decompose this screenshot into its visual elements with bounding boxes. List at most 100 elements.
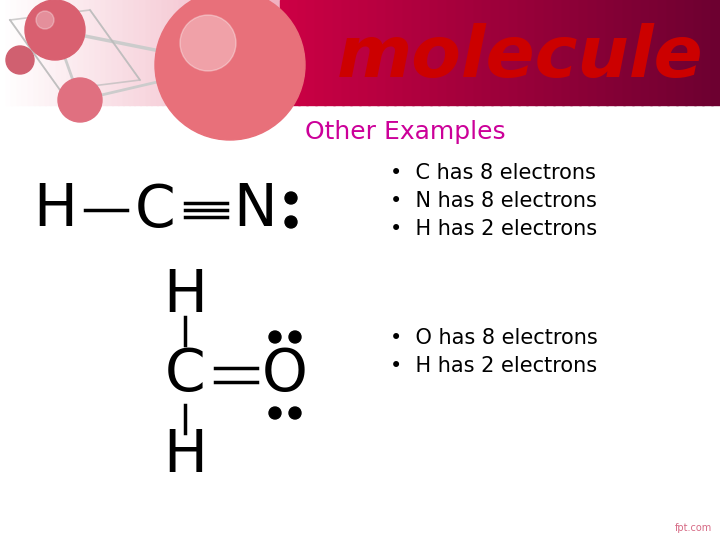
Bar xyxy=(190,0,197,105)
Bar xyxy=(112,0,119,105)
Bar xyxy=(269,0,276,105)
Bar xyxy=(179,0,186,105)
Bar xyxy=(641,0,652,105)
Bar xyxy=(168,0,174,105)
Circle shape xyxy=(25,0,85,60)
Bar xyxy=(107,0,113,105)
Circle shape xyxy=(58,78,102,122)
Bar xyxy=(12,0,18,105)
Bar xyxy=(274,0,281,105)
Text: C: C xyxy=(135,181,176,239)
Bar xyxy=(553,0,564,105)
Bar xyxy=(438,0,449,105)
Text: C: C xyxy=(165,347,205,403)
Bar xyxy=(658,0,669,105)
Bar xyxy=(368,0,379,105)
Bar xyxy=(45,0,51,105)
Bar xyxy=(135,0,141,105)
Bar xyxy=(264,0,270,105)
Bar xyxy=(676,0,687,105)
Bar xyxy=(614,0,625,105)
Bar xyxy=(218,0,225,105)
Bar xyxy=(73,0,79,105)
Text: •  O has 8 electrons: • O has 8 electrons xyxy=(390,328,598,348)
Bar xyxy=(649,0,660,105)
Text: •  C has 8 electrons: • C has 8 electrons xyxy=(390,163,596,183)
Bar xyxy=(140,0,147,105)
Bar xyxy=(597,0,608,105)
Bar xyxy=(78,0,85,105)
Bar xyxy=(711,0,720,105)
Bar xyxy=(420,0,431,105)
Circle shape xyxy=(155,0,305,140)
Bar xyxy=(500,0,510,105)
Bar xyxy=(518,0,528,105)
Bar xyxy=(509,0,520,105)
Bar xyxy=(6,0,12,105)
Text: •  N has 8 electrons: • N has 8 electrons xyxy=(390,191,597,211)
Bar xyxy=(447,0,458,105)
Bar xyxy=(207,0,214,105)
Bar xyxy=(22,0,29,105)
Bar xyxy=(395,0,405,105)
Text: •  H has 2 electrons: • H has 2 electrons xyxy=(390,219,597,239)
Circle shape xyxy=(180,15,236,71)
Bar xyxy=(297,0,308,105)
Bar xyxy=(123,0,130,105)
Bar xyxy=(430,0,441,105)
Bar xyxy=(289,0,300,105)
Bar xyxy=(95,0,102,105)
Text: •  H has 2 electrons: • H has 2 electrons xyxy=(390,356,597,376)
Bar xyxy=(56,0,63,105)
Bar xyxy=(526,0,537,105)
Bar xyxy=(307,0,318,105)
Text: H: H xyxy=(163,267,207,323)
Bar xyxy=(588,0,599,105)
Bar xyxy=(535,0,546,105)
Bar xyxy=(17,0,23,105)
Bar xyxy=(224,0,230,105)
Text: O: O xyxy=(262,347,308,403)
Bar xyxy=(185,0,192,105)
Circle shape xyxy=(269,407,281,419)
Circle shape xyxy=(289,331,301,343)
Bar xyxy=(202,0,208,105)
Circle shape xyxy=(269,331,281,343)
Bar xyxy=(693,0,704,105)
Bar xyxy=(474,0,485,105)
Bar xyxy=(315,0,326,105)
Bar xyxy=(129,0,135,105)
Bar xyxy=(230,0,236,105)
Bar xyxy=(101,0,107,105)
Bar xyxy=(377,0,387,105)
Bar xyxy=(240,0,248,105)
Circle shape xyxy=(36,11,54,29)
Bar xyxy=(703,0,714,105)
Text: fpt.com: fpt.com xyxy=(675,523,712,533)
Text: molecule: molecule xyxy=(337,24,703,92)
Bar xyxy=(482,0,493,105)
Bar xyxy=(62,0,68,105)
Bar xyxy=(0,0,6,105)
Bar xyxy=(412,0,423,105)
Bar xyxy=(667,0,678,105)
Bar xyxy=(386,0,397,105)
Bar xyxy=(174,0,180,105)
Bar xyxy=(341,0,352,105)
Text: N: N xyxy=(233,181,276,239)
Bar xyxy=(351,0,361,105)
Bar xyxy=(213,0,220,105)
Bar xyxy=(456,0,467,105)
Bar xyxy=(403,0,414,105)
Bar xyxy=(145,0,152,105)
Bar xyxy=(333,0,343,105)
Bar xyxy=(235,0,242,105)
Bar xyxy=(359,0,370,105)
Circle shape xyxy=(6,46,34,74)
Text: Other Examples: Other Examples xyxy=(305,120,505,144)
Circle shape xyxy=(285,192,297,204)
Bar xyxy=(624,0,634,105)
Circle shape xyxy=(285,216,297,228)
Bar xyxy=(544,0,555,105)
Bar xyxy=(50,0,57,105)
